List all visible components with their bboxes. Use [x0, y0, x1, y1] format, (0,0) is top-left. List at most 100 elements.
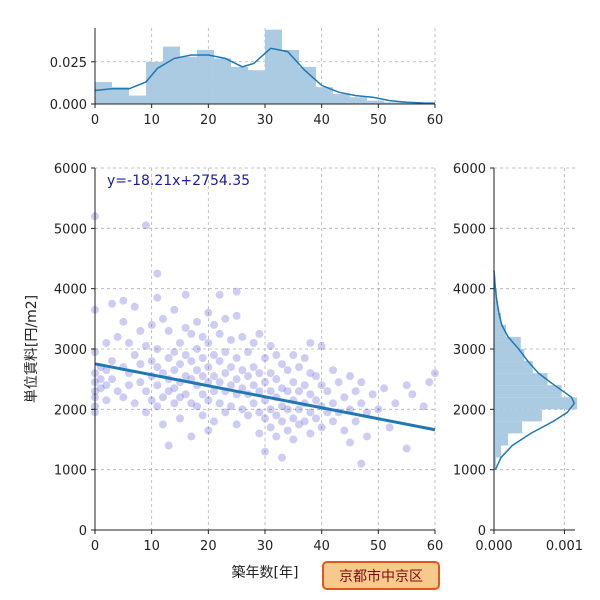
scatter-point: [215, 357, 224, 366]
scatter-point: [198, 372, 207, 381]
scatter-point: [164, 354, 173, 363]
scatter-point: [125, 381, 133, 390]
scatter-point: [164, 387, 173, 396]
y-histogram-bar: [494, 397, 578, 410]
scatter-point: [130, 399, 139, 408]
scatter-point: [283, 387, 292, 396]
scatter-point: [227, 363, 235, 372]
scatter-point: [113, 387, 122, 396]
scatter-point: [385, 423, 394, 432]
scatter-point: [363, 408, 371, 417]
scatter-point: [198, 354, 207, 363]
scatter-point: [215, 290, 224, 299]
x-histogram-bar: [384, 102, 401, 104]
y-histogram-bar: [494, 349, 525, 362]
scatter-point: [312, 414, 320, 423]
scatter-point: [306, 338, 315, 347]
scatter-point: [181, 351, 190, 360]
scatter-point: [238, 366, 247, 375]
scatter-point: [181, 390, 190, 399]
scatter-point: [261, 354, 269, 363]
scatter-point: [289, 351, 298, 360]
scatter-point: [374, 405, 383, 414]
scatter-point: [153, 269, 162, 278]
scatter-y-tick-label: 3000: [54, 343, 87, 358]
scatter-point: [119, 317, 128, 326]
scatter-point: [215, 378, 224, 387]
scatter-point: [204, 396, 213, 405]
scatter-point: [306, 369, 315, 378]
y-marginal-y-tick-label: 5000: [453, 222, 486, 237]
y-histogram-bar: [494, 385, 562, 398]
scatter-point: [340, 426, 349, 435]
scatter-y-tick-label: 2000: [54, 403, 87, 418]
y-kde-curve: [493, 270, 576, 471]
scatter-point: [176, 360, 184, 369]
scatter-point: [255, 369, 264, 378]
scatter-point: [232, 420, 241, 429]
y-marginal-x-tick-label: 0.000: [475, 539, 512, 554]
y-marginal-histogram: 0.000 0.001 0 1000 2000 3000 4000 5000 6000: [453, 162, 583, 554]
scatter-point: [266, 369, 275, 378]
scatter-point: [170, 384, 179, 393]
scatter-point: [255, 387, 264, 396]
scatter-x-tick-label: 20: [200, 539, 217, 554]
scatter-point: [317, 341, 326, 350]
scatter-point: [283, 405, 292, 414]
y-histogram-bar: [494, 312, 502, 325]
scatter-point: [244, 348, 252, 357]
y-histogram-bar: [494, 457, 497, 470]
x-histogram-bar: [248, 70, 265, 104]
scatter-point: [295, 405, 303, 414]
scatter-point: [193, 317, 201, 326]
scatter-point: [113, 332, 122, 341]
scatter-point: [329, 399, 337, 408]
scatter-point: [153, 345, 162, 353]
scatter-point: [153, 363, 162, 372]
x-marginal-y-tick-label: 0.025: [50, 56, 87, 71]
scatter-point: [334, 378, 343, 387]
scatter-point: [323, 387, 332, 396]
scatter-x-tick-label: 40: [313, 539, 330, 554]
x-marginal-x-tick-label: 10: [143, 113, 160, 128]
scatter-point: [187, 432, 196, 441]
scatter-point: [278, 453, 286, 462]
scatter-point: [96, 384, 105, 393]
scatter-point: [215, 329, 224, 338]
scatter-point: [170, 348, 179, 357]
x-marginal-histogram: 0 10 20 30 40 50 60 0.000 0.025: [50, 28, 443, 128]
scatter-point: [136, 378, 145, 387]
x-histogram-bar: [350, 97, 367, 104]
scatter-point: [380, 384, 388, 393]
scatter-point: [289, 435, 298, 444]
scatter-point: [272, 375, 281, 384]
scatter-point: [431, 369, 439, 378]
scatter-point: [136, 360, 145, 369]
scatter-point: [232, 375, 241, 384]
scatter-y-tick-label: 0: [79, 524, 87, 539]
scatter-point: [232, 287, 241, 296]
scatter-point: [125, 338, 133, 347]
scatter-point: [351, 387, 360, 396]
scatter-point: [306, 429, 315, 438]
scatter-point: [329, 417, 337, 426]
x-histogram-bar: [265, 29, 282, 104]
scatter-point: [210, 372, 218, 381]
scatter-point: [351, 417, 360, 426]
scatter-point: [153, 402, 162, 411]
x-histogram-bar: [163, 46, 180, 104]
scatter-point: [187, 399, 196, 408]
scatter-point: [193, 402, 201, 411]
scatter-point: [181, 372, 190, 381]
scatter-point: [227, 381, 235, 390]
y-marginal-y-tick-label: 1000: [453, 464, 486, 479]
scatter-point: [170, 366, 179, 375]
scatter-point: [346, 372, 354, 381]
scatter-y-tick-label: 1000: [54, 464, 87, 479]
scatter-x-tick-label: 30: [257, 539, 274, 554]
scatter-point: [164, 326, 173, 335]
scatter-point: [283, 426, 292, 435]
x-histogram-bar: [316, 87, 333, 104]
scatter-point: [181, 323, 190, 332]
